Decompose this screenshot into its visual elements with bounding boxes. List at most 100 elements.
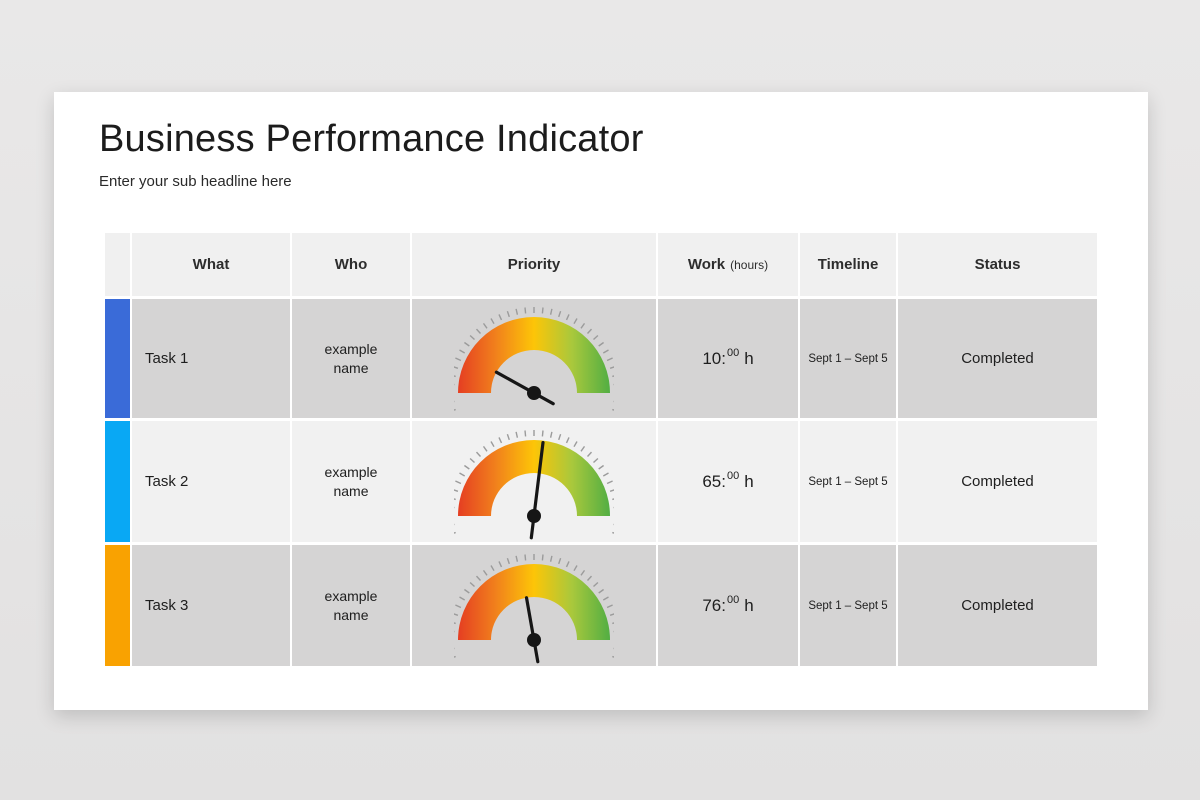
status-cell: Completed	[898, 299, 1097, 418]
column-header-label: Who	[334, 256, 368, 273]
gauge-tick	[506, 310, 510, 317]
gauge-tick	[454, 612, 459, 616]
gauge-tick	[612, 621, 614, 624]
column-header-priority: Priority	[412, 233, 656, 296]
gauge-tick	[549, 555, 553, 562]
task-name-label: Task 3	[145, 597, 189, 614]
column-header-label: Timeline	[817, 256, 879, 273]
gauge-tick	[475, 328, 482, 334]
gauge-tick	[580, 322, 586, 329]
gauge-tick	[612, 408, 614, 411]
gauge-tick	[475, 575, 482, 581]
gauge-tick	[606, 356, 613, 361]
gauge-tick	[598, 341, 605, 347]
gauge-tick	[612, 497, 614, 500]
status-label: Completed	[961, 597, 1034, 614]
row-color-bar	[105, 299, 130, 418]
gauge-tick	[586, 575, 593, 581]
gauge-tick	[573, 317, 578, 324]
gauge-tick	[609, 612, 614, 616]
task-name-label: Task 2	[145, 473, 189, 490]
gauge-tick	[469, 457, 475, 463]
gauge-hub	[527, 508, 541, 523]
gauge-tick	[454, 531, 456, 534]
priority-gauge	[454, 306, 614, 411]
timeline-label: Sept 1 – Sept 5	[808, 352, 888, 365]
column-header-label: Work	[687, 256, 726, 273]
gauge-tick	[606, 603, 613, 608]
gauge-tick	[454, 621, 456, 624]
gauge-tick	[454, 497, 456, 500]
gauge-tick	[490, 564, 495, 571]
work-hours-cell: 76: 00 h	[658, 545, 798, 666]
gauge-tick	[498, 436, 503, 443]
gauge-arc	[458, 316, 610, 393]
column-header-label: What	[192, 256, 230, 273]
gauge-tick	[506, 433, 510, 440]
task-name-cell: Task 1	[132, 299, 290, 418]
gauge-tick	[612, 531, 614, 534]
status-cell: Completed	[898, 545, 1097, 666]
gauge-hub	[527, 632, 541, 647]
column-header-label: Status	[974, 256, 1021, 273]
status-label: Completed	[961, 350, 1034, 367]
gauge-tick	[580, 569, 586, 576]
gauge-tick	[524, 553, 527, 560]
gauge-tick	[454, 488, 459, 492]
gauge-tick	[612, 655, 614, 658]
gauge-tick	[606, 479, 613, 484]
work-hours-value: 10:	[702, 348, 726, 368]
gauge-tick	[549, 431, 553, 438]
gauge-tick	[565, 436, 570, 443]
gauge-tick	[455, 603, 462, 608]
gauge-tick	[482, 322, 488, 329]
gauge-tick	[573, 564, 578, 571]
gauge-tick	[565, 560, 570, 567]
assignee-label: example name	[324, 463, 378, 499]
gauge-tick	[459, 348, 466, 354]
gauge-tick	[498, 313, 503, 320]
work-minutes-superscript: 00	[726, 346, 740, 359]
gauge-tick	[602, 471, 609, 477]
task-name-cell: Task 2	[132, 421, 290, 542]
column-header-suffix: (hours)	[730, 257, 769, 272]
gauge-tick	[524, 429, 527, 436]
column-header-work: Work (hours)	[658, 233, 798, 296]
gauge-tick	[515, 308, 519, 315]
assignee-cell: example name	[292, 421, 410, 542]
column-header-label: Priority	[507, 256, 561, 273]
gauge-tick	[593, 334, 599, 340]
priority-gauge	[454, 553, 614, 663]
work-unit-label: h	[744, 471, 754, 491]
gauge-tick	[580, 445, 586, 452]
gauge-tick	[459, 471, 466, 477]
priority-cell	[412, 299, 656, 418]
gauge-tick	[558, 433, 562, 440]
gauge-tick	[506, 557, 510, 564]
work-unit-label: h	[744, 348, 754, 368]
gauge-needle	[524, 595, 540, 663]
gauge-tick	[598, 588, 605, 594]
work-unit-label: h	[744, 595, 754, 615]
gauge-tick	[482, 569, 488, 576]
gauge-needle	[494, 370, 555, 405]
gauge-tick	[565, 313, 570, 320]
status-cell: Completed	[898, 421, 1097, 542]
work-minutes-superscript: 00	[726, 593, 740, 606]
gauge-tick	[558, 557, 562, 564]
task-name-cell: Task 3	[132, 545, 290, 666]
gauge-tick	[463, 341, 470, 347]
gauge-tick	[541, 553, 544, 560]
work-hours-value: 65:	[702, 471, 726, 491]
gauge-tick	[463, 464, 470, 470]
gauge-tick	[586, 328, 593, 334]
row-color-bar	[105, 421, 130, 542]
gauge-tick	[454, 655, 456, 658]
work-hours-cell: 10: 00 h	[658, 299, 798, 418]
gauge-tick	[586, 451, 593, 457]
assignee-cell: example name	[292, 299, 410, 418]
gauge-tick	[455, 479, 462, 484]
timeline-label: Sept 1 – Sept 5	[808, 599, 888, 612]
gauge-tick	[490, 317, 495, 324]
work-hours-cell: 65: 00 h	[658, 421, 798, 542]
